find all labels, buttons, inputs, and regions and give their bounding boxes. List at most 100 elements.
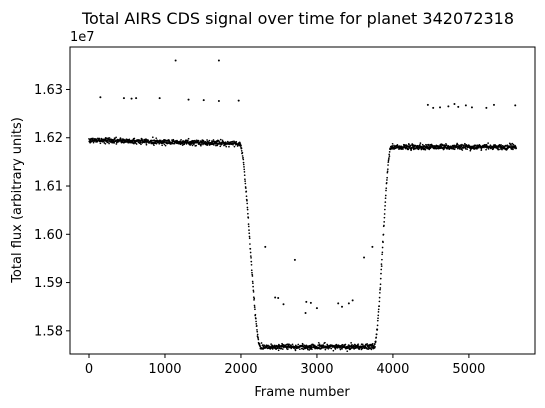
- data-point: [155, 137, 158, 140]
- data-point: [512, 148, 514, 151]
- data-point: [248, 229, 250, 231]
- y-axis-ticks: 1.58 1.59 1.60 1.61 1.62 1.63: [34, 83, 70, 339]
- data-point: [163, 143, 166, 146]
- data-point: [469, 149, 472, 152]
- data-point: [374, 340, 377, 343]
- data-point: [361, 343, 364, 346]
- data-point: [145, 143, 148, 146]
- data-point: [197, 139, 200, 142]
- data-point: [280, 347, 283, 350]
- data-point: [161, 144, 164, 147]
- data-point: [510, 143, 512, 146]
- data-point: [202, 99, 205, 102]
- data-point: [250, 269, 253, 272]
- data-point: [242, 158, 245, 161]
- data-point: [135, 143, 138, 145]
- data-point: [402, 148, 404, 150]
- data-point: [386, 179, 388, 181]
- data-point: [147, 139, 150, 142]
- y-tick-label: 1.59: [34, 276, 63, 291]
- data-point: [332, 349, 335, 352]
- data-point: [278, 347, 281, 350]
- data-point: [322, 344, 325, 347]
- data-point: [357, 343, 360, 346]
- data-point: [390, 147, 393, 150]
- data-point: [391, 144, 394, 147]
- data-point: [172, 138, 175, 141]
- data-point: [384, 208, 386, 211]
- data-point: [419, 142, 422, 144]
- data-point: [105, 137, 108, 140]
- data-point: [453, 148, 456, 150]
- data-point: [255, 325, 258, 327]
- data-point: [217, 59, 220, 62]
- data-point: [366, 343, 368, 345]
- data-point: [262, 344, 264, 346]
- data-point: [407, 148, 410, 151]
- data-point: [315, 307, 318, 310]
- data-point: [152, 143, 155, 145]
- data-point: [206, 143, 209, 146]
- data-point: [251, 271, 253, 274]
- data-point: [318, 343, 321, 346]
- data-point: [380, 272, 382, 275]
- data-point: [216, 144, 219, 147]
- data-point: [324, 341, 326, 344]
- data-point: [341, 348, 343, 350]
- data-point: [115, 136, 117, 139]
- data-point: [248, 237, 251, 240]
- data-point: [457, 105, 460, 108]
- data-point: [213, 144, 215, 146]
- data-point: [251, 280, 254, 283]
- data-point: [447, 105, 450, 108]
- chart-title: Total AIRS CDS signal over time for plan…: [81, 9, 514, 28]
- data-point: [386, 171, 389, 174]
- data-point: [311, 348, 313, 351]
- data-point: [377, 311, 380, 313]
- data-point: [174, 59, 177, 62]
- data-point: [420, 148, 423, 150]
- data-point: [363, 256, 366, 259]
- data-point: [514, 104, 517, 107]
- data-point: [361, 347, 364, 350]
- data-point: [424, 148, 427, 151]
- data-point: [258, 342, 261, 345]
- data-point: [384, 201, 387, 203]
- data-point: [379, 277, 382, 280]
- data-point: [263, 344, 266, 347]
- data-point: [375, 333, 378, 336]
- data-point: [249, 247, 252, 250]
- data-point: [291, 343, 294, 346]
- data-point: [246, 206, 249, 209]
- data-point: [385, 181, 388, 184]
- data-point: [286, 348, 289, 351]
- data-point: [485, 106, 488, 109]
- data-point: [503, 147, 506, 149]
- data-point: [337, 302, 340, 305]
- data-point: [277, 349, 280, 352]
- data-point: [430, 146, 432, 149]
- data-point: [387, 164, 389, 166]
- data-point: [384, 194, 387, 197]
- y-tick-label: 1.61: [34, 180, 63, 195]
- data-point: [492, 147, 495, 150]
- data-point: [379, 288, 381, 291]
- data-point: [103, 142, 106, 144]
- data-point: [392, 148, 394, 150]
- data-point: [251, 275, 254, 277]
- data-point: [260, 342, 263, 344]
- data-point: [248, 235, 251, 238]
- data-point: [464, 148, 467, 150]
- data-point: [330, 347, 333, 350]
- data-point: [241, 155, 244, 157]
- data-point: [334, 348, 337, 350]
- data-point: [417, 148, 420, 151]
- data-point: [485, 148, 487, 151]
- data-point: [386, 176, 388, 179]
- data-point: [457, 144, 459, 146]
- data-point: [242, 163, 245, 166]
- data-point: [427, 145, 430, 147]
- data-point: [381, 258, 383, 261]
- data-point: [252, 285, 254, 288]
